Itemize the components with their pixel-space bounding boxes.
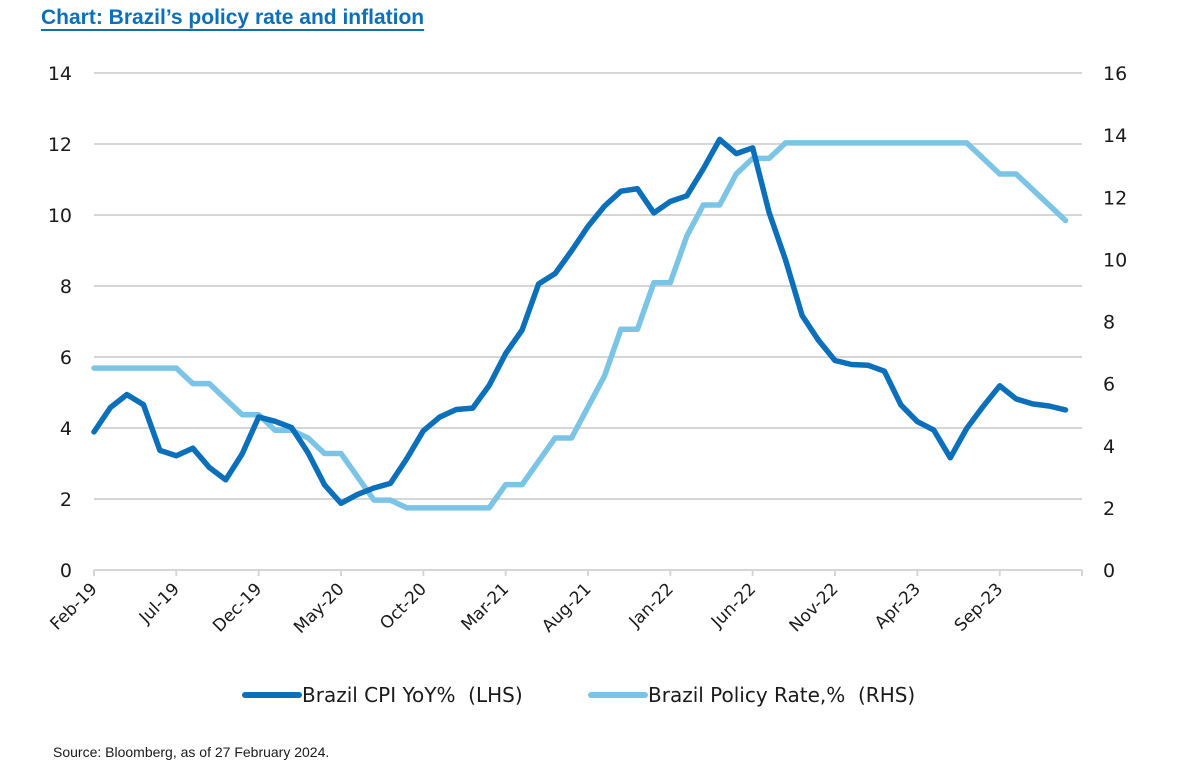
y-right-tick-label: 12 [1103, 187, 1127, 209]
y-right-tick-label: 2 [1103, 498, 1115, 520]
gridlines [94, 72, 1082, 571]
y-right-tick-label: 0 [1103, 560, 1115, 582]
x-tick-label: May-20 [290, 579, 348, 637]
legend-swatch-policy-rate [588, 692, 648, 698]
y-right-tick-label: 8 [1103, 312, 1115, 334]
y-left-tick-label: 0 [60, 560, 72, 582]
x-tick-label: Apr-23 [871, 579, 925, 633]
legend-label-cpi: Brazil CPI YoY% (LHS) [302, 683, 523, 707]
x-tick-label: Jul-19 [135, 579, 184, 628]
y-right-tick-label: 6 [1103, 374, 1115, 396]
series-lines [91, 136, 1069, 511]
y-left-tick-label: 12 [48, 134, 72, 156]
y-left-tick-label: 14 [48, 63, 72, 85]
x-tick-label: Dec-19 [209, 579, 266, 636]
y-left-tick-label: 10 [48, 205, 72, 227]
y-axis-right: 0 2 4 6 8 10 12 14 16 [1103, 63, 1127, 582]
legend-item-cpi: Brazil CPI YoY% (LHS) [242, 683, 523, 707]
legend-item-policy-rate: Brazil Policy Rate,% (RHS) [588, 683, 915, 707]
x-tick-label: Mar-21 [458, 579, 514, 635]
y-left-tick-label: 4 [60, 418, 72, 440]
legend: Brazil CPI YoY% (LHS) Brazil Policy Rate… [0, 683, 1181, 713]
chart-title: Chart: Brazil’s policy rate and inflatio… [41, 6, 425, 29]
chart-plot-area: 0 2 4 6 8 10 12 14 0 2 4 6 8 10 12 14 16 Feb-19 Jul-19 De… [46, 63, 1127, 638]
x-tick-label: Oct-20 [376, 579, 431, 634]
x-axis: Feb-19 Jul-19 Dec-19 May-20 Oct-20 Mar-21 Aug-… [46, 570, 1083, 638]
y-left-tick-label: 8 [60, 276, 72, 298]
y-right-tick-label: 10 [1103, 249, 1127, 271]
x-tick-label: Jan-22 [625, 579, 678, 632]
legend-label-policy-rate: Brazil Policy Rate,% (RHS) [648, 683, 916, 707]
y-right-tick-label: 14 [1103, 125, 1127, 147]
series-line-cpi [91, 136, 1069, 507]
y-right-tick-label: 16 [1103, 63, 1127, 85]
x-tick-label: Aug-21 [538, 579, 595, 636]
x-tick-label: Nov-22 [786, 579, 843, 636]
series-line-policy-rate [91, 140, 1069, 511]
x-tick-label: Jun-22 [707, 579, 760, 632]
y-right-tick-label: 4 [1103, 436, 1115, 458]
y-left-tick-label: 6 [60, 347, 72, 369]
legend-swatch-cpi [242, 692, 302, 698]
y-left-tick-label: 2 [60, 489, 72, 511]
x-tick-label: Feb-19 [46, 579, 101, 634]
source-note: Source: Bloomberg, as of 27 February 202… [53, 744, 330, 760]
x-tick-label: Sep-23 [951, 579, 1007, 635]
y-axis-left: 0 2 4 6 8 10 12 14 [48, 63, 72, 582]
